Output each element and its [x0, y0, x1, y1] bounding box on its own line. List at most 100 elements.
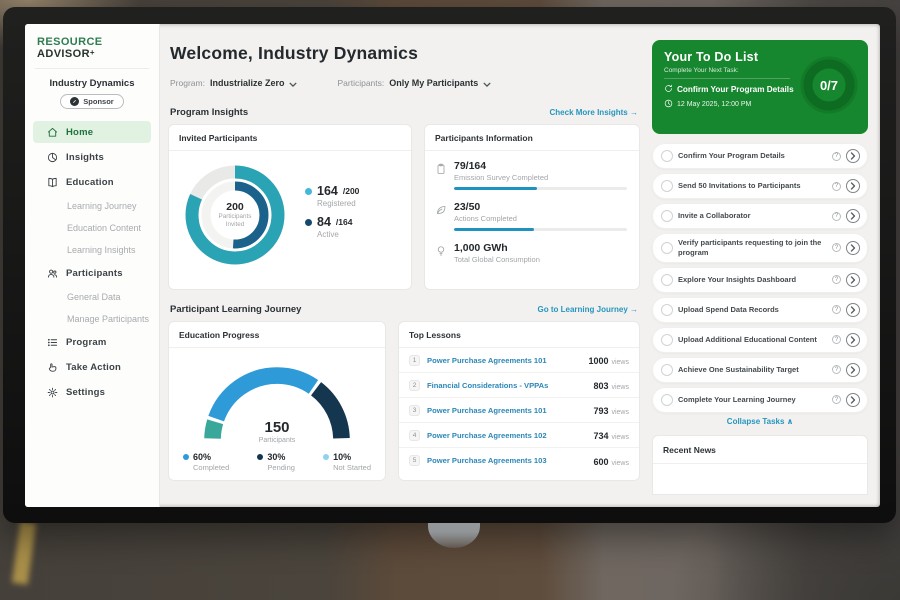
legend-item-not-started: 10% Not Started [323, 452, 371, 472]
arrow-right-icon: → [630, 305, 638, 314]
task-chevron-icon[interactable] [846, 149, 860, 163]
todo-task[interactable]: Invite a Collaborator ? [652, 203, 868, 229]
collapse-tasks-link[interactable]: Collapse Tasks ∧ [652, 417, 868, 426]
sidebar-item-manage-participants[interactable]: Manage Participants [25, 309, 159, 329]
education-gauge-chart: 150 Participants [197, 358, 357, 444]
sidebar-item-general-data[interactable]: General Data [25, 287, 159, 307]
todo-task[interactable]: Upload Spend Data Records ? [652, 297, 868, 323]
lesson-link[interactable]: Power Purchase Agreements 102 [427, 431, 586, 440]
program-filter-label: Program: [170, 78, 205, 88]
task-checkbox[interactable] [661, 364, 673, 376]
views-suffix: views [611, 460, 629, 467]
task-chevron-icon[interactable] [846, 179, 860, 193]
task-chevron-icon[interactable] [846, 303, 860, 317]
sidebar-item-insights[interactable]: Insights [33, 146, 151, 168]
task-checkbox[interactable] [661, 150, 673, 162]
task-checkbox[interactable] [661, 334, 673, 346]
legend-total: /200 [343, 186, 360, 196]
lesson-link[interactable]: Power Purchase Agreements 101 [427, 356, 581, 365]
lesson-row[interactable]: 5 Power Purchase Agreements 103 600views [399, 448, 639, 473]
task-checkbox[interactable] [661, 394, 673, 406]
lesson-link[interactable]: Power Purchase Agreements 103 [427, 456, 586, 465]
task-chevron-icon[interactable] [846, 363, 860, 377]
task-checkbox[interactable] [661, 304, 673, 316]
task-chevron-icon[interactable] [846, 209, 860, 223]
task-info-icon[interactable]: ? [832, 152, 841, 161]
page-title: Welcome, Industry Dynamics [170, 43, 640, 64]
progress-bar [454, 187, 627, 190]
todo-progress-ring: 0/7 [798, 54, 860, 116]
task-info-icon[interactable]: ? [832, 275, 841, 284]
take-action-icon [47, 362, 58, 373]
lesson-link[interactable]: Financial Considerations - VPPAs [427, 381, 586, 390]
todo-task[interactable]: Confirm Your Program Details ? [652, 143, 868, 169]
task-label: Verify participants requesting to join t… [678, 238, 827, 258]
lesson-link[interactable]: Power Purchase Agreements 101 [427, 406, 586, 415]
task-info-icon[interactable]: ? [832, 365, 841, 374]
sidebar-item-participants[interactable]: Participants [33, 262, 151, 284]
task-label: Upload Spend Data Records [678, 305, 827, 315]
main-content: Welcome, Industry Dynamics Program: Indu… [160, 24, 648, 507]
todo-task[interactable]: Explore Your Insights Dashboard ? [652, 267, 868, 293]
task-checkbox[interactable] [661, 180, 673, 192]
sidebar-item-learning-insights[interactable]: Learning Insights [25, 240, 159, 260]
legend-item-active: 84/164 Active [305, 215, 359, 239]
task-chevron-icon[interactable] [846, 241, 860, 255]
lesson-rank: 3 [409, 405, 420, 416]
divider [664, 78, 790, 79]
lesson-row[interactable]: 3 Power Purchase Agreements 101 793views [399, 398, 639, 423]
todo-task[interactable]: Verify participants requesting to join t… [652, 233, 868, 263]
task-info-icon[interactable]: ? [832, 212, 841, 221]
lesson-row[interactable]: 1 Power Purchase Agreements 101 1000view… [399, 348, 639, 373]
todo-next-task-label: Confirm Your Program Details [677, 85, 794, 94]
sponsor-badge[interactable]: Sponsor [60, 94, 123, 109]
legend-label: Registered [317, 199, 359, 208]
sidebar-item-program[interactable]: Program [33, 331, 151, 353]
task-info-icon[interactable]: ? [832, 243, 841, 252]
app-logo[interactable]: RESOURCE ADVISOR+ [25, 24, 159, 68]
task-info-icon[interactable]: ? [832, 305, 841, 314]
task-chevron-icon[interactable] [846, 333, 860, 347]
participants-filter[interactable]: Participants: Only My Participants [337, 74, 491, 92]
check-more-insights-link[interactable]: Check More Insights → [550, 108, 638, 117]
legend-label: Active [317, 230, 359, 239]
metric-actions-completed: 23/50 Actions Completed [435, 201, 627, 231]
chevron-down-icon [289, 74, 297, 92]
lesson-row[interactable]: 4 Power Purchase Agreements 102 734views [399, 423, 639, 448]
todo-task[interactable]: Upload Additional Educational Content ? [652, 327, 868, 353]
todo-task[interactable]: Complete Your Learning Journey ? [652, 387, 868, 413]
invited-legend: 164/200 Registered 84/164 Active [305, 184, 359, 246]
todo-task[interactable]: Achieve One Sustainability Target ? [652, 357, 868, 383]
lesson-rank: 1 [409, 355, 420, 366]
sidebar-item-label: Education [66, 177, 114, 188]
sidebar-item-settings[interactable]: Settings [33, 381, 151, 403]
task-info-icon[interactable]: ? [832, 395, 841, 404]
sidebar-item-label: Insights [66, 152, 104, 163]
dashboard-screen: RESOURCE ADVISOR+ Industry Dynamics Spon… [25, 24, 880, 507]
task-chevron-icon[interactable] [846, 393, 860, 407]
sidebar-item-education-content[interactable]: Education Content [25, 218, 159, 238]
lesson-row[interactable]: 2 Financial Considerations - VPPAs 803vi… [399, 373, 639, 398]
task-checkbox[interactable] [661, 210, 673, 222]
sidebar-item-take-action[interactable]: Take Action [33, 356, 151, 378]
program-filter[interactable]: Program: Industrialize Zero [170, 74, 297, 92]
task-checkbox[interactable] [661, 274, 673, 286]
sidebar-item-label: Home [66, 127, 93, 138]
task-info-icon[interactable]: ? [832, 335, 841, 344]
todo-task[interactable]: Send 50 Invitations to Participants ? [652, 173, 868, 199]
learning-cards-row: Education Progress 150 Participants 60% [168, 321, 640, 481]
education-icon [47, 177, 58, 188]
participants-icon [47, 268, 58, 279]
donut-center-label: Invited [226, 221, 245, 228]
program-filter-value: Industrialize Zero [210, 78, 285, 88]
sidebar-item-education[interactable]: Education [33, 171, 151, 193]
legend-total: /164 [336, 217, 353, 227]
task-info-icon[interactable]: ? [832, 182, 841, 191]
legend-label: Pending [267, 463, 295, 472]
task-chevron-icon[interactable] [846, 273, 860, 287]
go-to-learning-journey-link[interactable]: Go to Learning Journey → [538, 305, 638, 314]
sidebar-item-learning-journey[interactable]: Learning Journey [25, 196, 159, 216]
task-checkbox[interactable] [661, 242, 673, 254]
sidebar-item-home[interactable]: Home [33, 121, 151, 143]
bulb-icon [435, 244, 447, 256]
